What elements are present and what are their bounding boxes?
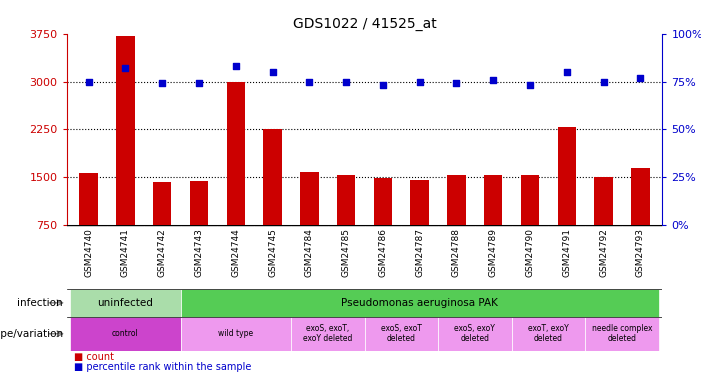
Point <box>524 82 536 88</box>
Text: GSM24787: GSM24787 <box>415 228 424 277</box>
Bar <box>79 173 98 225</box>
Point <box>451 81 462 87</box>
Text: GSM24745: GSM24745 <box>268 228 277 277</box>
Bar <box>300 172 318 225</box>
Bar <box>291 317 365 351</box>
Point <box>193 81 205 87</box>
Text: genotype/variation: genotype/variation <box>0 329 63 339</box>
Text: needle complex
deleted: needle complex deleted <box>592 324 652 344</box>
Text: GSM24792: GSM24792 <box>599 228 608 277</box>
Text: GSM24793: GSM24793 <box>636 228 645 277</box>
Bar <box>264 129 282 225</box>
Text: exoT, exoY
deleted: exoT, exoY deleted <box>528 324 569 344</box>
Bar <box>447 175 465 225</box>
Bar <box>631 168 650 225</box>
Bar <box>521 175 539 225</box>
Text: GSM24786: GSM24786 <box>379 228 388 277</box>
Text: exoS, exoT
deleted: exoS, exoT deleted <box>381 324 422 344</box>
Bar <box>153 182 172 225</box>
Text: GSM24742: GSM24742 <box>158 228 167 277</box>
Point <box>341 79 352 85</box>
Text: GSM24743: GSM24743 <box>194 228 203 277</box>
Bar <box>484 175 503 225</box>
Text: GSM24740: GSM24740 <box>84 228 93 277</box>
Point <box>562 69 573 75</box>
Text: GSM24785: GSM24785 <box>341 228 350 277</box>
Point <box>120 65 131 71</box>
Text: GSM24784: GSM24784 <box>305 228 314 277</box>
Bar <box>374 178 392 225</box>
Bar <box>594 177 613 225</box>
Bar <box>226 82 245 225</box>
Text: GSM24744: GSM24744 <box>231 228 240 277</box>
Text: ■ percentile rank within the sample: ■ percentile rank within the sample <box>74 362 251 372</box>
Point <box>414 79 426 85</box>
Point <box>377 82 388 88</box>
Text: uninfected: uninfected <box>97 298 154 308</box>
Bar <box>512 317 585 351</box>
Point <box>598 79 609 85</box>
Text: ■ count: ■ count <box>74 352 114 362</box>
Point <box>635 75 646 81</box>
Text: GSM24788: GSM24788 <box>452 228 461 277</box>
Text: GSM24741: GSM24741 <box>121 228 130 277</box>
Point <box>230 63 241 69</box>
Text: exoS, exoY
deleted: exoS, exoY deleted <box>454 324 496 344</box>
Bar <box>557 128 576 225</box>
Point <box>156 81 168 87</box>
Bar <box>190 181 208 225</box>
Text: GSM24791: GSM24791 <box>562 228 571 277</box>
Point <box>488 76 499 82</box>
Text: infection: infection <box>18 298 63 308</box>
Point <box>267 69 278 75</box>
Bar <box>411 180 429 225</box>
Title: GDS1022 / 41525_at: GDS1022 / 41525_at <box>292 17 437 32</box>
Point <box>83 79 94 85</box>
Bar <box>585 317 659 351</box>
Point <box>304 79 315 85</box>
Bar <box>337 175 355 225</box>
Bar <box>116 36 135 225</box>
Text: GSM24790: GSM24790 <box>526 228 535 277</box>
Bar <box>70 317 181 351</box>
Text: wild type: wild type <box>218 329 253 338</box>
Bar <box>365 317 438 351</box>
Bar <box>438 317 512 351</box>
Text: exoS, exoT,
exoY deleted: exoS, exoT, exoY deleted <box>303 324 353 344</box>
Text: Pseudomonas aeruginosa PAK: Pseudomonas aeruginosa PAK <box>341 298 498 308</box>
Bar <box>181 289 659 317</box>
Text: GSM24789: GSM24789 <box>489 228 498 277</box>
Bar <box>70 289 181 317</box>
Text: control: control <box>112 329 139 338</box>
Bar <box>181 317 291 351</box>
